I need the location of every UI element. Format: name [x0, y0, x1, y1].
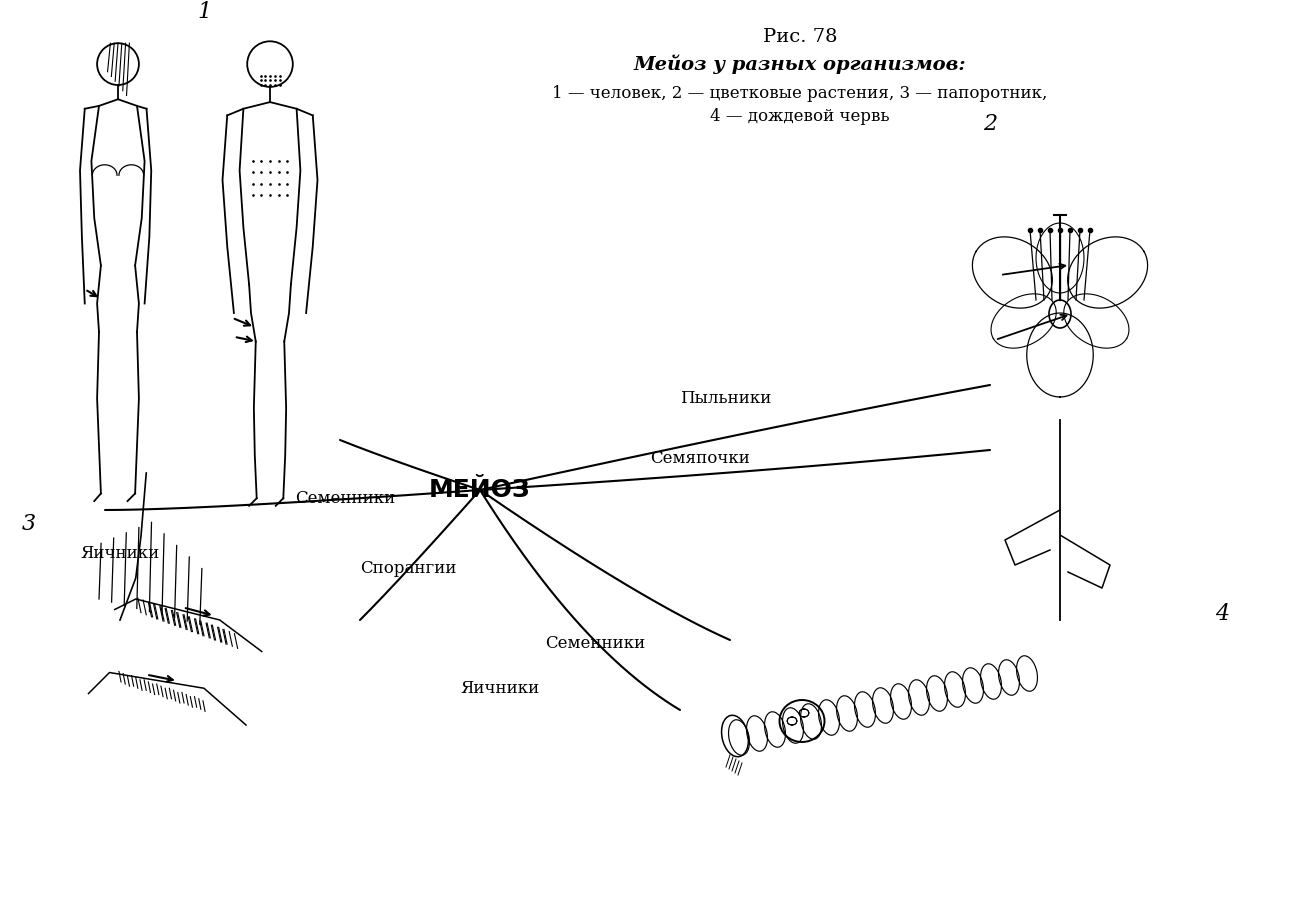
Text: Пыльники: Пыльники	[681, 390, 771, 407]
Text: 4 — дождевой червь: 4 — дождевой червь	[710, 108, 889, 125]
Text: Рис. 78: Рис. 78	[763, 28, 838, 46]
Text: 4: 4	[1216, 603, 1230, 625]
Text: 1 — человек, 2 — цветковые растения, 3 — папоротник,: 1 — человек, 2 — цветковые растения, 3 —…	[552, 85, 1048, 102]
Text: Яичники: Яичники	[460, 680, 539, 697]
Text: Яичники: Яичники	[80, 545, 160, 562]
Text: МЕЙОЗ: МЕЙОЗ	[429, 478, 531, 502]
Text: Семенники: Семенники	[545, 635, 646, 652]
Text: 3: 3	[22, 513, 36, 535]
Text: Семяпочки: Семяпочки	[650, 450, 750, 467]
Text: Мейоз у разных организмов:: Мейоз у разных организмов:	[634, 55, 967, 75]
Text: Спорангии: Спорангии	[360, 560, 456, 577]
Text: 2: 2	[984, 113, 998, 135]
Text: Семенники: Семенники	[295, 490, 396, 507]
Text: 1: 1	[199, 1, 213, 23]
